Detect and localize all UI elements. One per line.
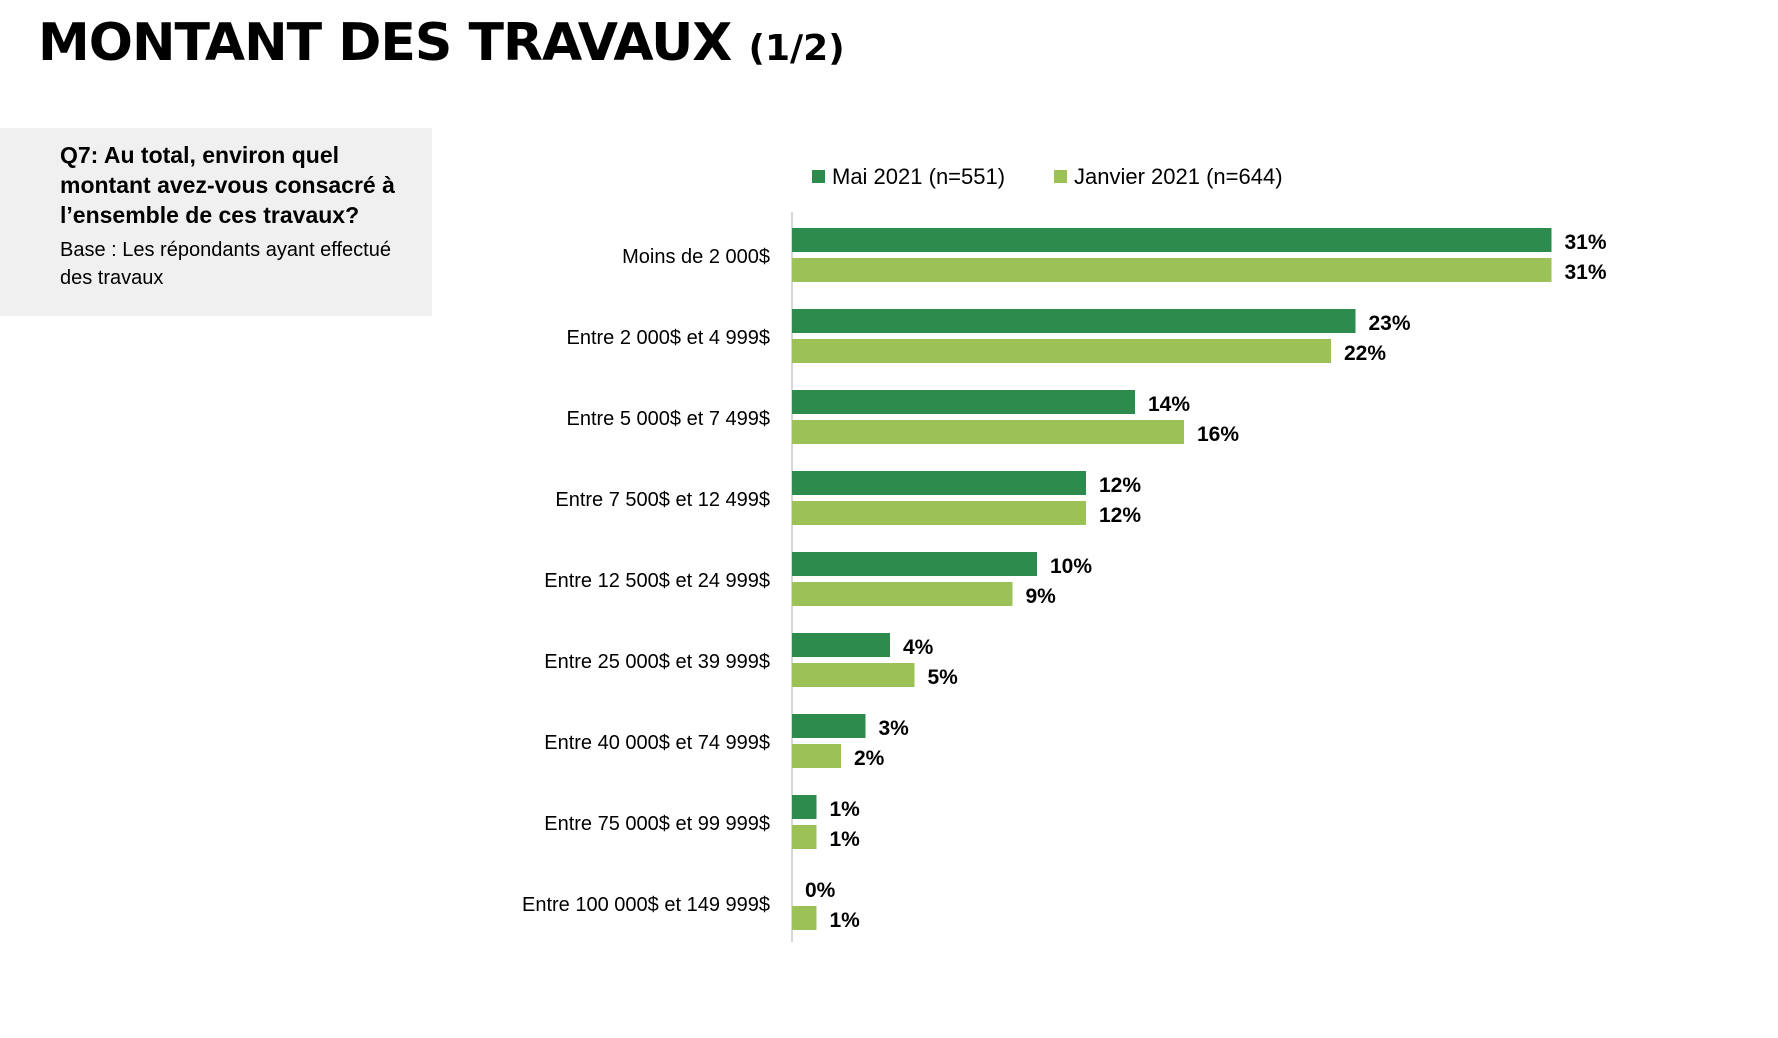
data-label: 12% (1099, 474, 1141, 497)
bar (792, 744, 841, 768)
bar (792, 552, 1037, 576)
data-label: 14% (1148, 393, 1190, 416)
legend-label: Janvier 2021 (n=644) (1074, 164, 1283, 189)
page-title: MONTANT DES TRAVAUX (1/2) (38, 13, 845, 74)
data-label: 4% (903, 636, 934, 659)
category-label: Entre 25 000$ et 39 999$ (544, 651, 770, 673)
category-label: Entre 2 000$ et 4 999$ (567, 327, 771, 349)
base-text: Base : Les répondants ayant effectué des… (60, 239, 391, 289)
bar (792, 390, 1135, 414)
category-label: Entre 40 000$ et 74 999$ (544, 732, 770, 754)
bar (792, 420, 1184, 444)
bar (792, 795, 817, 819)
bar (792, 258, 1552, 282)
bar (792, 633, 890, 657)
data-label: 1% (830, 828, 861, 851)
category-label: Entre 5 000$ et 7 499$ (567, 408, 771, 430)
legend-swatch (812, 170, 825, 183)
data-label: 5% (928, 666, 959, 689)
title-suffix: (1/2) (748, 28, 845, 69)
bar (792, 471, 1086, 495)
data-label: 1% (830, 798, 861, 821)
legend-swatch (1054, 170, 1067, 183)
data-label: 22% (1344, 342, 1386, 365)
question-box: Q7: Au total, environ quel montant avez-… (0, 128, 432, 316)
bar (792, 714, 866, 738)
category-label: Entre 100 000$ et 149 999$ (522, 894, 770, 916)
data-label: 23% (1369, 312, 1411, 335)
category-label: Entre 12 500$ et 24 999$ (544, 570, 770, 592)
data-label: 2% (854, 747, 885, 770)
bar (792, 906, 817, 930)
bar (792, 501, 1086, 525)
data-label: 1% (830, 909, 861, 932)
data-label: 31% (1565, 261, 1607, 284)
category-label: Entre 7 500$ et 12 499$ (555, 489, 770, 511)
title-text: MONTANT DES TRAVAUX (38, 13, 732, 73)
data-label: 3% (879, 717, 910, 740)
question-text: Q7: Au total, environ quel montant avez-… (60, 142, 395, 228)
legend-label: Mai 2021 (n=551) (832, 164, 1005, 189)
data-label: 10% (1050, 555, 1092, 578)
bar (792, 825, 817, 849)
data-label: 0% (805, 879, 836, 902)
bar (792, 582, 1013, 606)
data-label: 12% (1099, 504, 1141, 527)
bar (792, 339, 1331, 363)
bar (792, 663, 915, 687)
data-label: 31% (1565, 231, 1607, 254)
data-label: 9% (1026, 585, 1057, 608)
category-label: Entre 75 000$ et 99 999$ (544, 813, 770, 835)
bar (792, 309, 1356, 333)
bar (792, 228, 1552, 252)
category-label: Moins de 2 000$ (622, 246, 770, 268)
data-label: 16% (1197, 423, 1239, 446)
